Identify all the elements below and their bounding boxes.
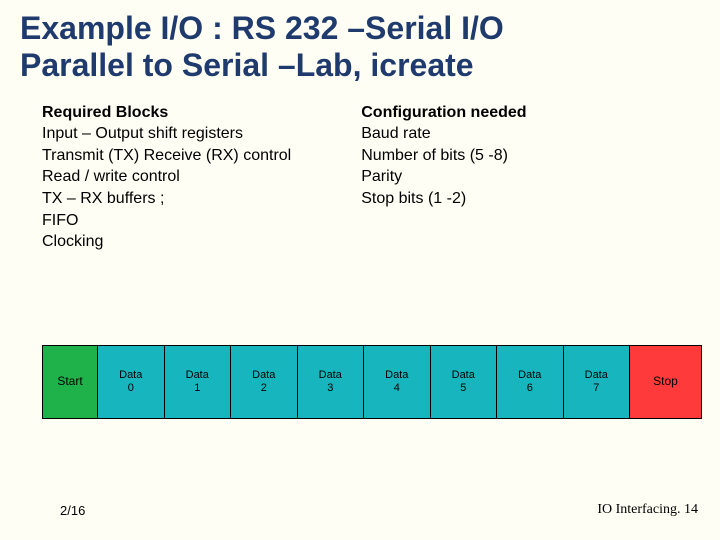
title-line-2: Parallel to Serial –Lab, icreate: [20, 47, 474, 83]
frame-stop-bit: Stop: [629, 346, 701, 418]
right-line: Number of bits (5 -8): [361, 145, 526, 167]
frame-data-bit: Data 5: [430, 346, 497, 418]
data-label: Data: [585, 369, 608, 382]
data-index: 6: [527, 382, 533, 395]
title-line-1: Example I/O : RS 232 –Serial I/O: [20, 10, 504, 46]
data-label: Data: [252, 369, 275, 382]
left-line: Input – Output shift registers: [42, 123, 291, 145]
data-label: Data: [186, 369, 209, 382]
frame-data-bit: Data 3: [297, 346, 364, 418]
frame-data-bit: Data 6: [496, 346, 563, 418]
data-index: 5: [460, 382, 466, 395]
footer-date: 2/16: [60, 503, 85, 518]
data-label: Data: [385, 369, 408, 382]
left-line: TX – RX buffers ;: [42, 188, 291, 210]
frame-data-bit: Data 1: [164, 346, 231, 418]
content-columns: Required Blocks Input – Output shift reg…: [0, 84, 720, 253]
data-index: 7: [593, 382, 599, 395]
right-line: Parity: [361, 166, 526, 188]
right-line: Baud rate: [361, 123, 526, 145]
start-label: Start: [57, 375, 82, 389]
data-index: 2: [261, 382, 267, 395]
frame-start-bit: Start: [43, 346, 97, 418]
stop-label: Stop: [653, 375, 678, 389]
right-line: Stop bits (1 -2): [361, 188, 526, 210]
left-line: Transmit (TX) Receive (RX) control: [42, 145, 291, 167]
data-index: 0: [128, 382, 134, 395]
frame-data-bit: Data 2: [230, 346, 297, 418]
right-column: Configuration needed Baud rate Number of…: [361, 102, 526, 253]
data-index: 3: [327, 382, 333, 395]
left-heading: Required Blocks: [42, 102, 291, 124]
frame-data-bit: Data 0: [97, 346, 164, 418]
serial-frame-diagram: Start Data 0 Data 1 Data 2 Data 3 Data 4…: [42, 345, 702, 419]
data-index: 1: [194, 382, 200, 395]
slide-title: Example I/O : RS 232 –Serial I/O Paralle…: [0, 0, 720, 84]
frame-data-bit: Data 4: [363, 346, 430, 418]
right-heading: Configuration needed: [361, 102, 526, 124]
data-index: 4: [394, 382, 400, 395]
left-line: Read / write control: [42, 166, 291, 188]
data-label: Data: [319, 369, 342, 382]
data-label: Data: [452, 369, 475, 382]
left-line: Clocking: [42, 231, 291, 253]
data-label: Data: [518, 369, 541, 382]
left-column: Required Blocks Input – Output shift reg…: [42, 102, 291, 253]
footer-page: IO Interfacing. 14: [597, 502, 698, 518]
left-line: FIFO: [42, 210, 291, 232]
frame-data-bit: Data 7: [563, 346, 630, 418]
data-label: Data: [119, 369, 142, 382]
